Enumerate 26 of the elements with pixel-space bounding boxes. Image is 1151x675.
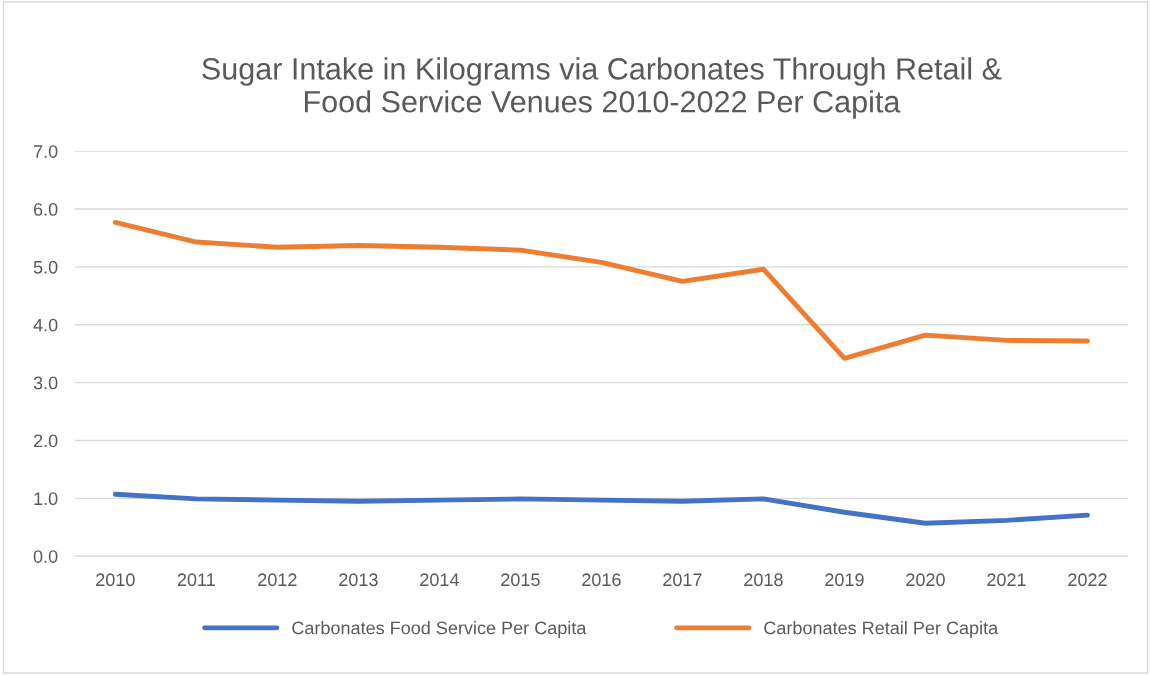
chart-title: Sugar Intake in Kilograms via Carbonates Through Retail & Food Service Venues 2010-2022 Per Capita — [202, 57, 1002, 119]
x-tick-label: 2018 — [744, 573, 783, 587]
y-tick-label: 4.0 — [33, 318, 58, 332]
x-tick-label: 2010 — [96, 573, 135, 587]
x-tick-label: 2021 — [987, 573, 1026, 587]
x-tick-label: 2012 — [258, 573, 297, 587]
line-series — [112, 491, 1090, 526]
line-series — [112, 219, 1090, 361]
x-tick-label: 2015 — [501, 573, 540, 587]
legend-label: Carbonates Food Service Per Capita — [292, 621, 587, 638]
x-tick-label: 2017 — [663, 573, 702, 587]
y-tick-label: 6.0 — [33, 202, 58, 216]
y-tick-label: 1.0 — [34, 492, 58, 506]
legend-label: Carbonates Retail Per Capita — [764, 621, 999, 638]
x-tick-label: 2022 — [1068, 573, 1107, 587]
x-tick-label: 2016 — [582, 573, 621, 587]
x-tick-label: 2013 — [339, 573, 378, 587]
y-tick-label: 2.0 — [33, 434, 58, 448]
x-tick-label: 2011 — [177, 573, 215, 587]
y-tick-label: 5.0 — [33, 260, 58, 274]
y-tick-label: 0.0 — [33, 550, 58, 563]
y-tick-label: 3.0 — [33, 376, 58, 390]
x-tick-label: 2020 — [906, 573, 945, 587]
x-tick-label: 2019 — [825, 573, 864, 587]
y-tick-label: 7.0 — [33, 145, 58, 158]
x-tick-label: 2014 — [420, 573, 459, 587]
